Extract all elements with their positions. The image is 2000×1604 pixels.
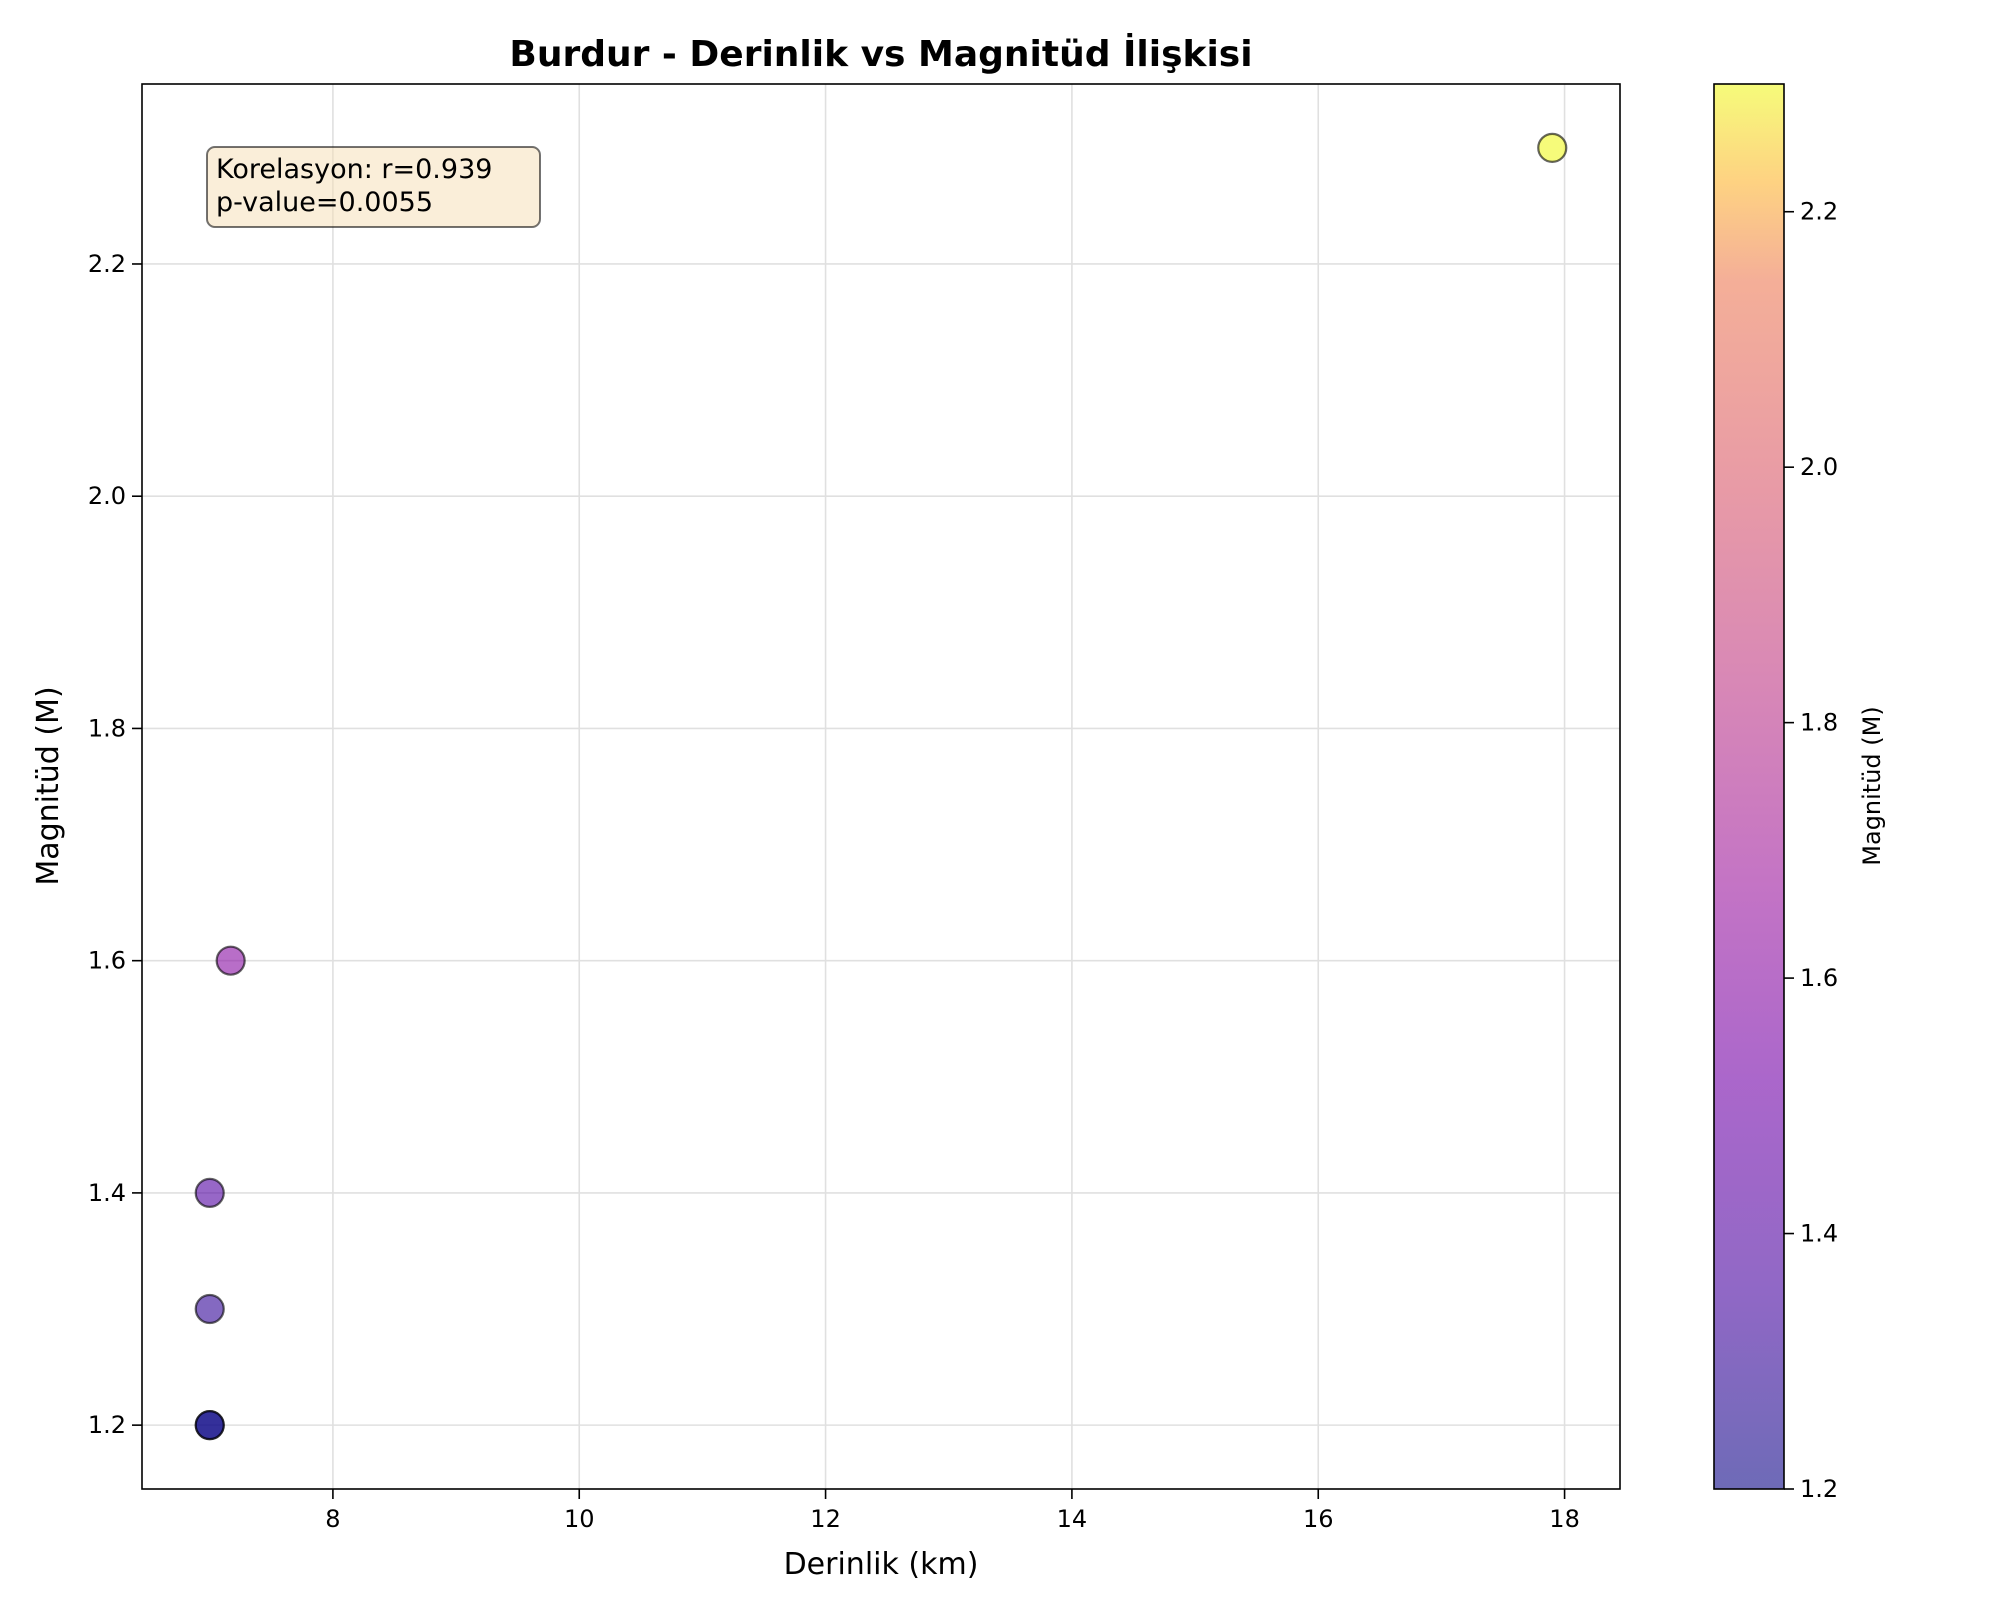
x-tick-label: 14 xyxy=(1057,1505,1088,1533)
data-points xyxy=(194,132,1568,1441)
colorbar-tick-label: 1.4 xyxy=(1800,1220,1838,1248)
colorbar-tick-label: 1.8 xyxy=(1800,709,1838,737)
x-tick-label: 18 xyxy=(1549,1505,1580,1533)
chart-title: Burdur - Derinlik vs Magnitüd İlişkisi xyxy=(509,33,1252,75)
scatter-point xyxy=(215,945,246,976)
y-tick-label: 1.8 xyxy=(88,714,126,742)
colorbar-label: Magnitüd (M) xyxy=(1858,706,1886,865)
x-tick-label: 12 xyxy=(810,1505,841,1533)
colorbar-tick-label: 1.2 xyxy=(1800,1475,1838,1503)
y-axis-label: Magnitüd (M) xyxy=(31,686,66,885)
y-axis-ticks: 1.2 1.4 1.6 1.8 2.0 2.2 xyxy=(88,250,142,1439)
scatter-point xyxy=(1537,132,1568,163)
colorbar-frame xyxy=(1713,83,1785,1490)
x-axis-ticks: 8 10 12 14 16 18 xyxy=(325,1489,1580,1533)
x-tick-label: 10 xyxy=(564,1505,595,1533)
plot-area xyxy=(142,84,1620,1489)
y-tick-label: 2.0 xyxy=(88,482,126,510)
x-tick-label: 8 xyxy=(325,1505,340,1533)
scatter-point xyxy=(194,1177,225,1209)
annotation-box xyxy=(206,146,541,228)
colorbar-tick-label: 1.6 xyxy=(1800,964,1838,992)
y-tick-label: 2.2 xyxy=(88,250,126,278)
scatter-point xyxy=(194,1410,225,1441)
grid xyxy=(142,84,1620,1489)
plot-frame xyxy=(141,83,1621,1490)
colorbar-gradient xyxy=(1714,84,1784,1489)
x-axis-label: Derinlik (km) xyxy=(784,1547,979,1582)
scatter-point xyxy=(194,1293,225,1325)
y-tick-label: 1.2 xyxy=(88,1411,126,1439)
y-tick-label: 1.6 xyxy=(88,947,126,975)
colorbar: 1.2 1.4 1.6 1.8 2.0 2.2 Magnitüd (M) xyxy=(1713,83,1886,1503)
colorbar-tick-label: 2.0 xyxy=(1800,453,1838,481)
colorbar-ticks: 1.2 1.4 1.6 1.8 2.0 2.2 xyxy=(1784,198,1838,1503)
x-tick-label: 16 xyxy=(1303,1505,1334,1533)
colorbar-tick-label: 2.2 xyxy=(1800,198,1838,226)
y-tick-label: 1.4 xyxy=(88,1179,126,1207)
annotation-pvalue: p-value=0.0055 xyxy=(216,187,433,218)
correlation-annotation: Korelasyon: r=0.939 p-value=0.0055 xyxy=(206,146,541,228)
annotation-correlation: Korelasyon: r=0.939 xyxy=(216,154,492,185)
